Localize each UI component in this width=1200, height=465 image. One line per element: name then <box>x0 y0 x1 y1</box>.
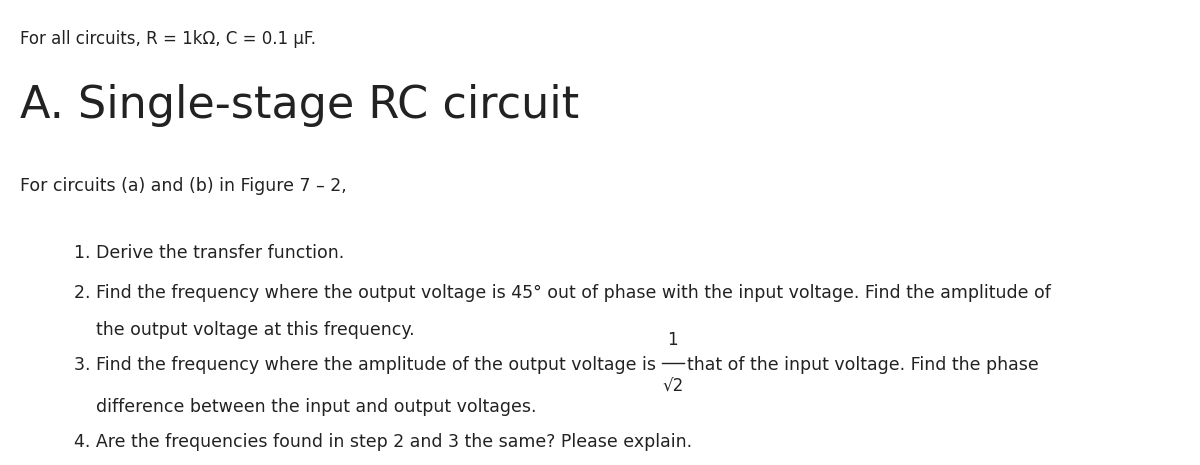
Text: 1. Derive the transfer function.: 1. Derive the transfer function. <box>74 244 344 262</box>
Text: √2: √2 <box>662 377 683 395</box>
Text: A. Single-stage RC circuit: A. Single-stage RC circuit <box>20 84 580 126</box>
Text: the output voltage at this frequency.: the output voltage at this frequency. <box>96 321 415 339</box>
Text: 1: 1 <box>667 332 678 349</box>
Text: 4. Are the frequencies found in step 2 and 3 the same? Please explain.: 4. Are the frequencies found in step 2 a… <box>74 433 692 452</box>
Text: difference between the input and output voltages.: difference between the input and output … <box>96 398 536 416</box>
Text: For circuits (a) and (b) in Figure 7 – 2,: For circuits (a) and (b) in Figure 7 – 2… <box>20 177 347 195</box>
Text: 2. Find the frequency where the output voltage is 45° out of phase with the inpu: 2. Find the frequency where the output v… <box>74 284 1051 302</box>
Text: For all circuits, R = 1kΩ, C = 0.1 μF.: For all circuits, R = 1kΩ, C = 0.1 μF. <box>20 30 317 48</box>
Text: 3. Find the frequency where the amplitude of the output voltage is: 3. Find the frequency where the amplitud… <box>74 356 662 374</box>
Text: that of the input voltage. Find the phase: that of the input voltage. Find the phas… <box>688 356 1039 374</box>
